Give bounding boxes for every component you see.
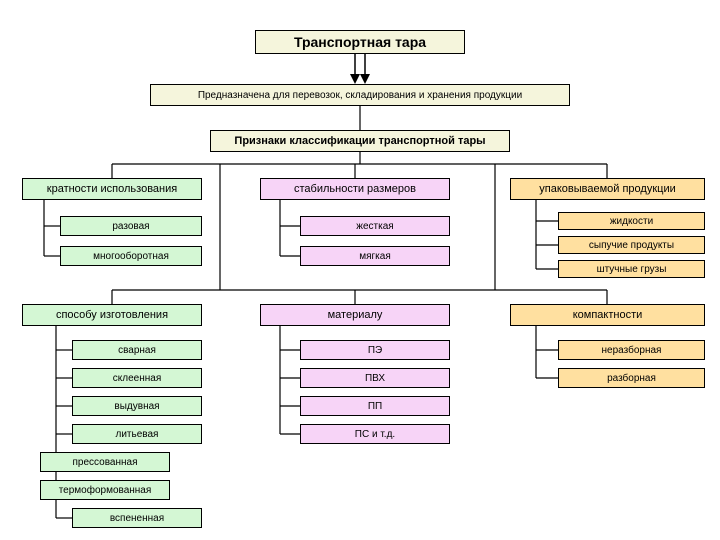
item-material-2: ПП bbox=[300, 396, 450, 416]
item-manuf-1: склеенная bbox=[72, 368, 202, 388]
item-material-3: ПС и т.д. bbox=[300, 424, 450, 444]
cat-manuf: способу изготовления bbox=[22, 304, 202, 326]
item-product-0: жидкости bbox=[558, 212, 705, 230]
item-manuf-4: прессованная bbox=[40, 452, 170, 472]
item-usage-1: многооборотная bbox=[60, 246, 202, 266]
cat-compact: компактности bbox=[510, 304, 705, 326]
item-material-1: ПВХ bbox=[300, 368, 450, 388]
item-product-1: сыпучие продукты bbox=[558, 236, 705, 254]
item-usage-0: разовая bbox=[60, 216, 202, 236]
item-manuf-2: выдувная bbox=[72, 396, 202, 416]
item-compact-0: неразборная bbox=[558, 340, 705, 360]
item-material-0: ПЭ bbox=[300, 340, 450, 360]
cat-material: материалу bbox=[260, 304, 450, 326]
item-stability-1: мягкая bbox=[300, 246, 450, 266]
item-product-2: штучные грузы bbox=[558, 260, 705, 278]
item-stability-0: жесткая bbox=[300, 216, 450, 236]
subtitle-box: Предназначена для перевозок, складирован… bbox=[150, 84, 570, 106]
item-manuf-6: вспененная bbox=[72, 508, 202, 528]
item-manuf-5: термоформованная bbox=[40, 480, 170, 500]
cat-usage: кратности использования bbox=[22, 178, 202, 200]
cat-product: упаковываемой продукции bbox=[510, 178, 705, 200]
title-box: Транспортная тара bbox=[255, 30, 465, 54]
item-manuf-3: литьевая bbox=[72, 424, 202, 444]
item-compact-1: разборная bbox=[558, 368, 705, 388]
cat-stability: стабильности размеров bbox=[260, 178, 450, 200]
classification-box: Признаки классификации транспортной тары bbox=[210, 130, 510, 152]
item-manuf-0: сварная bbox=[72, 340, 202, 360]
